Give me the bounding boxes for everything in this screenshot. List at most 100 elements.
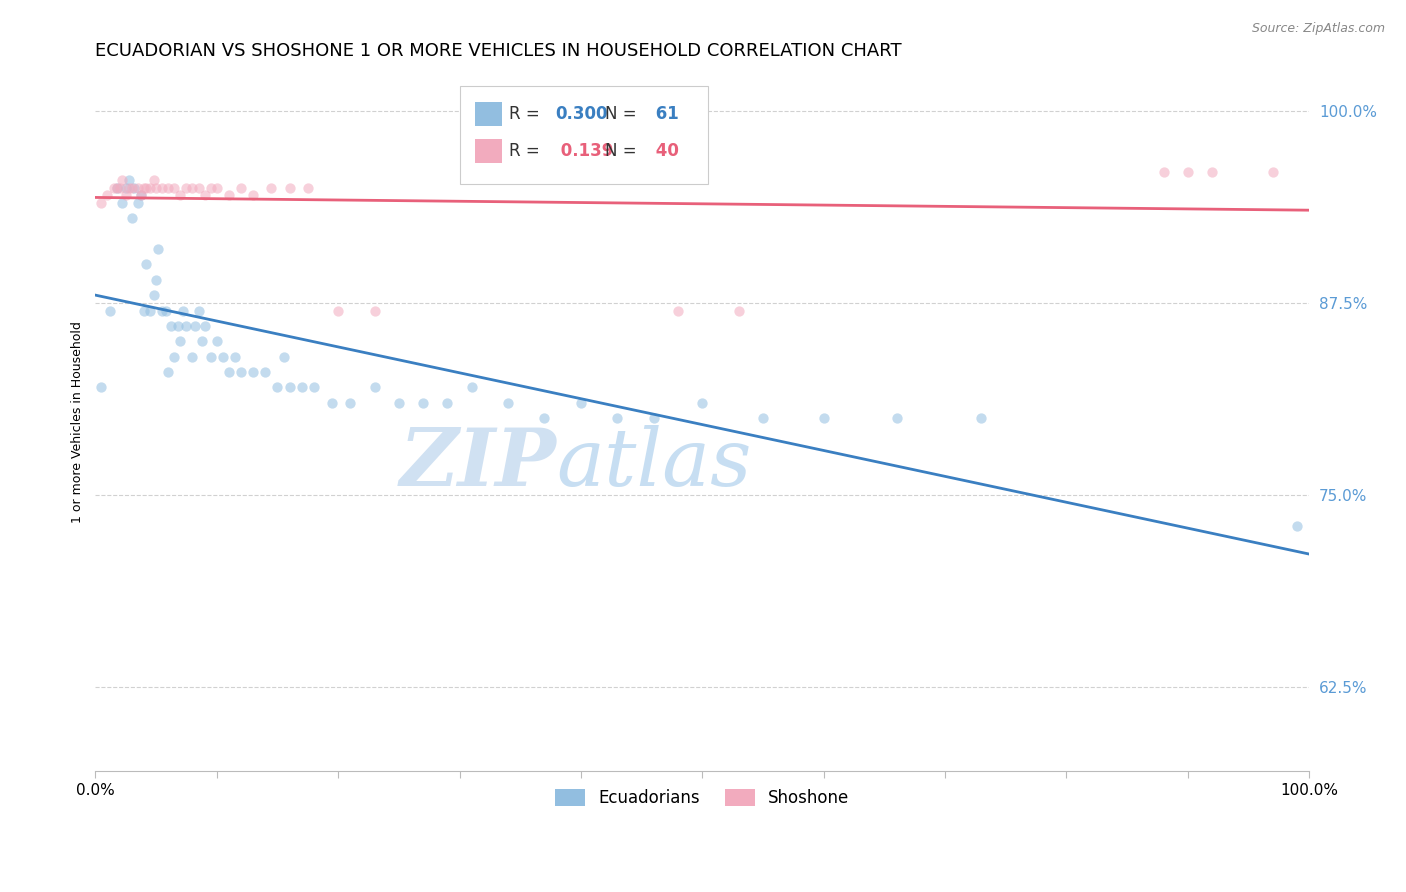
- Point: [103, 180, 125, 194]
- Text: Source: ZipAtlas.com: Source: ZipAtlas.com: [1251, 22, 1385, 36]
- Point: [211, 350, 233, 364]
- FancyBboxPatch shape: [460, 87, 709, 185]
- Point: [172, 303, 194, 318]
- Point: [108, 180, 131, 194]
- Text: 0.139: 0.139: [555, 142, 614, 160]
- Text: 40: 40: [650, 142, 679, 160]
- Point: [181, 180, 204, 194]
- Text: 61: 61: [650, 104, 679, 123]
- Point: [886, 411, 908, 425]
- Point: [412, 395, 434, 409]
- Point: [752, 411, 775, 425]
- Point: [229, 365, 252, 379]
- Point: [131, 188, 153, 202]
- Point: [159, 318, 181, 333]
- Point: [254, 365, 277, 379]
- Point: [1153, 165, 1175, 179]
- Point: [666, 303, 689, 318]
- Point: [643, 411, 665, 425]
- Point: [436, 395, 458, 409]
- Point: [194, 318, 217, 333]
- Point: [326, 303, 349, 318]
- Point: [131, 188, 153, 202]
- Point: [114, 180, 136, 194]
- Point: [460, 380, 482, 394]
- Point: [260, 180, 283, 194]
- Point: [127, 196, 149, 211]
- Point: [121, 211, 143, 226]
- Point: [176, 180, 198, 194]
- Point: [533, 411, 555, 425]
- Point: [1177, 165, 1199, 179]
- Point: [111, 173, 134, 187]
- Point: [496, 395, 519, 409]
- Point: [135, 180, 157, 194]
- Point: [388, 395, 411, 409]
- Point: [690, 395, 713, 409]
- Point: [114, 188, 136, 202]
- Point: [363, 303, 385, 318]
- Point: [139, 303, 162, 318]
- Point: [339, 395, 361, 409]
- Point: [145, 180, 167, 194]
- Point: [121, 180, 143, 194]
- Point: [205, 334, 228, 349]
- Point: [132, 180, 155, 194]
- Point: [606, 411, 628, 425]
- Point: [184, 318, 207, 333]
- Point: [218, 365, 240, 379]
- Point: [229, 180, 252, 194]
- Point: [242, 365, 264, 379]
- Point: [218, 188, 240, 202]
- Point: [1261, 165, 1284, 179]
- Point: [278, 380, 301, 394]
- Point: [105, 180, 128, 194]
- Text: R =: R =: [509, 104, 546, 123]
- Point: [187, 180, 209, 194]
- Point: [187, 303, 209, 318]
- Y-axis label: 1 or more Vehicles in Household: 1 or more Vehicles in Household: [72, 321, 84, 523]
- Text: atlas: atlas: [557, 425, 752, 502]
- Point: [363, 380, 385, 394]
- Text: ECUADORIAN VS SHOSHONE 1 OR MORE VEHICLES IN HOUSEHOLD CORRELATION CHART: ECUADORIAN VS SHOSHONE 1 OR MORE VEHICLE…: [96, 42, 903, 60]
- Point: [98, 303, 121, 318]
- Point: [191, 334, 214, 349]
- Legend: Ecuadorians, Shoshone: Ecuadorians, Shoshone: [547, 780, 858, 815]
- Point: [200, 350, 222, 364]
- Point: [111, 196, 134, 211]
- Point: [200, 180, 222, 194]
- Text: 0.300: 0.300: [555, 104, 607, 123]
- Point: [150, 180, 173, 194]
- Point: [1286, 518, 1309, 533]
- Point: [127, 180, 149, 194]
- Point: [167, 318, 190, 333]
- Point: [150, 303, 173, 318]
- Point: [727, 303, 749, 318]
- Point: [176, 318, 198, 333]
- Point: [569, 395, 592, 409]
- Point: [970, 411, 993, 425]
- Text: ZIP: ZIP: [399, 425, 557, 502]
- Point: [139, 180, 162, 194]
- Point: [90, 380, 112, 394]
- Point: [194, 188, 217, 202]
- Point: [118, 180, 141, 194]
- Point: [90, 196, 112, 211]
- Point: [96, 188, 118, 202]
- Point: [169, 334, 191, 349]
- Point: [157, 180, 180, 194]
- Point: [142, 288, 165, 302]
- Point: [135, 257, 157, 271]
- Point: [297, 180, 319, 194]
- Point: [242, 188, 264, 202]
- Point: [169, 188, 191, 202]
- Point: [321, 395, 343, 409]
- Point: [148, 242, 170, 256]
- Point: [278, 180, 301, 194]
- Point: [132, 303, 155, 318]
- Text: N =: N =: [605, 104, 643, 123]
- Point: [105, 180, 128, 194]
- Point: [302, 380, 325, 394]
- Point: [163, 350, 186, 364]
- Point: [1201, 165, 1223, 179]
